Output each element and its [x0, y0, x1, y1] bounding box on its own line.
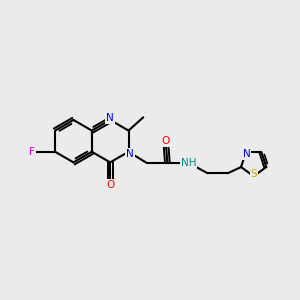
Text: NH: NH — [181, 158, 196, 168]
Text: N: N — [106, 113, 114, 124]
Text: F: F — [29, 147, 35, 157]
Text: N: N — [243, 149, 250, 159]
Text: O: O — [106, 180, 114, 190]
Text: S: S — [250, 169, 257, 179]
Text: O: O — [162, 136, 170, 146]
Text: N: N — [126, 149, 134, 159]
